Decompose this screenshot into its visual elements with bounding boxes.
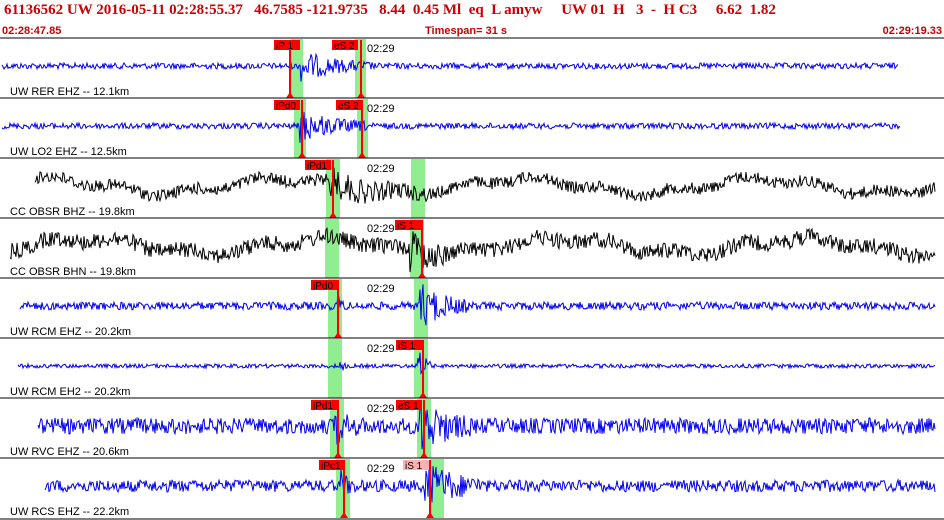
pick-arrow-icon: [334, 332, 342, 338]
start-time-label: 02:28:47.85: [2, 25, 62, 37]
event-summary-line: 61136562 UW 2016-05-11 02:28:55.37 46.75…: [4, 2, 776, 18]
pick-label: iS 1: [405, 461, 423, 472]
timespan-label: Timespan= 31 s: [425, 25, 508, 37]
pick-label-box: [274, 100, 300, 110]
phase-pick-marker[interactable]: iPc1: [319, 460, 348, 518]
end-time-label: 02:29:19.33: [882, 25, 942, 37]
minute-tick-label: 02:29: [367, 43, 395, 55]
phase-pick-marker[interactable]: iPd0: [311, 280, 342, 338]
trace-channel[interactable]: iS 102:29 UW RCM EH2 -- 20.2km: [0, 337, 944, 398]
pick-arrow-icon: [358, 152, 366, 158]
pick-label: eS 2: [338, 101, 359, 112]
event-header: 61136562 UW 2016-05-11 02:28:55.37 46.75…: [0, 0, 944, 24]
pick-label-box: [403, 460, 429, 470]
minute-tick-label: 02:29: [367, 163, 395, 175]
phase-pick-marker[interactable]: iS 1: [396, 340, 427, 398]
channel-label: UW RCM EH2 -- 20.2km: [10, 386, 130, 398]
pick-arrow-icon: [357, 92, 365, 98]
trace-channel[interactable]: iPd1 02:29 CC OBSR BHZ -- 19.8km: [0, 157, 944, 218]
channel-label: UW RER EHZ -- 12.1km: [10, 86, 129, 98]
channel-label: UW RVC EHZ -- 20.6km: [10, 446, 129, 458]
pick-label-box: [395, 220, 421, 230]
pick-label-box: [332, 40, 358, 50]
pick-window-highlight: [325, 219, 339, 278]
channel-label: CC OBSR BHZ -- 19.8km: [10, 206, 135, 218]
pick-label-box: [305, 160, 331, 170]
phase-pick-marker[interactable]: iPd1: [311, 400, 342, 458]
pick-label-box: [274, 40, 300, 50]
waveform-trace: [1, 52, 899, 82]
pick-label-box: [396, 340, 422, 350]
pick-arrow-icon: [419, 392, 427, 398]
minute-tick-label: 02:29: [367, 343, 395, 355]
pick-label-box: [336, 100, 362, 110]
phase-pick-marker[interactable]: iPd0: [274, 100, 306, 158]
pick-label-box: [311, 280, 337, 290]
pick-label: eS 2: [334, 41, 355, 52]
pick-label: eS 1: [398, 401, 419, 412]
waveform-trace: [37, 400, 936, 450]
pick-label: iS 1: [397, 221, 415, 232]
channel-label: CC OBSR BHN -- 19.8km: [10, 266, 136, 278]
waveform-trace: [17, 352, 936, 376]
trace-channel[interactable]: iPc1 iS 1 02:29 UW RCS EHZ -- 22.2km: [0, 457, 944, 518]
minute-tick-label: 02:29: [367, 103, 395, 115]
pick-label: iPc1: [321, 461, 341, 472]
phase-pick-marker[interactable]: iP 1: [274, 40, 300, 98]
minute-tick-label: 02:29: [367, 403, 395, 415]
trace-channel[interactable]: iPd0 eS 2 02:29 UW LO2 EHZ -- 12.5km: [0, 97, 944, 158]
phase-pick-marker[interactable]: iPd1: [305, 160, 337, 218]
channel-label: UW RCS EHZ -- 22.2km: [10, 506, 129, 518]
trace-channel[interactable]: iS 102:29 CC OBSR BHN -- 19.8km: [0, 217, 944, 278]
waveform-trace: [44, 461, 936, 503]
pick-label-box: [311, 400, 337, 410]
pick-label: iPd1: [313, 401, 333, 412]
waveform-trace: [1, 111, 901, 143]
pick-arrow-icon: [340, 512, 348, 518]
channel-label: UW LO2 EHZ -- 12.5km: [10, 146, 127, 158]
pick-label-box: [319, 460, 345, 470]
minute-tick-label: 02:29: [367, 223, 395, 235]
channel-label: UW RCM EHZ -- 20.2km: [10, 326, 131, 338]
pick-label: iPd0: [276, 101, 296, 112]
waveform-trace: [34, 167, 936, 204]
pick-arrow-icon: [334, 452, 342, 458]
phase-pick-marker[interactable]: iS 1: [395, 220, 426, 278]
pick-label-box: [396, 400, 422, 410]
waveform-trace: [9, 226, 936, 273]
pick-label: iP 1: [276, 41, 293, 52]
pick-arrow-icon: [426, 512, 434, 518]
pick-window-highlight: [291, 39, 303, 98]
pick-window-highlight: [328, 339, 342, 398]
minute-tick-label: 02:29: [367, 463, 395, 475]
trace-channel[interactable]: iPd0 02:29 UW RCM EHZ -- 20.2km: [0, 277, 944, 338]
pick-label: iPd1: [307, 161, 327, 172]
pick-arrow-icon: [418, 272, 426, 278]
trace-channel[interactable]: iP 1 eS 2 02:29 UW RER EHZ -- 12.1km: [0, 37, 944, 98]
pick-arrow-icon: [420, 452, 428, 458]
pick-label: iS 1: [398, 341, 416, 352]
minute-tick-label: 02:29: [367, 283, 395, 295]
phase-pick-marker[interactable]: eS 2: [336, 100, 366, 158]
pick-label: iPd0: [313, 281, 333, 292]
phase-pick-marker[interactable]: eS 2: [332, 40, 365, 98]
pick-arrow-icon: [329, 212, 337, 218]
pick-arrow-icon: [286, 92, 294, 98]
pick-arrow-icon: [298, 152, 306, 158]
phase-pick-marker[interactable]: iS 1: [403, 460, 434, 518]
waveform-trace: [19, 284, 936, 326]
phase-pick-marker[interactable]: eS 1: [396, 400, 428, 458]
pick-window-highlight: [411, 159, 425, 218]
trace-channel[interactable]: iPd1 eS 102:29 UW RVC EHZ -- 20.6km: [0, 397, 944, 458]
